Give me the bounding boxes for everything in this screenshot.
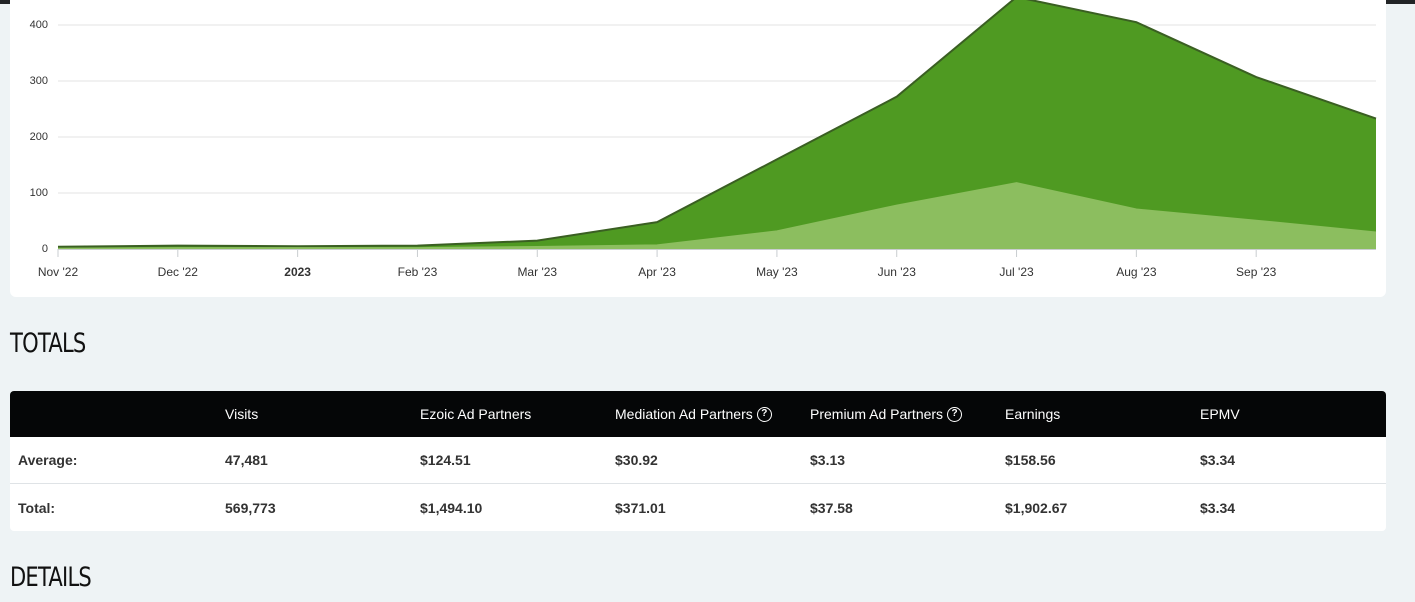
- header-visits-label: Visits: [225, 406, 259, 422]
- cell-ezoic: $1,494.10: [420, 500, 483, 516]
- y-tick-label: 0: [42, 243, 48, 255]
- totals-section-title: TOTALS: [10, 328, 86, 359]
- details-section-title: DETAILS: [10, 562, 92, 593]
- y-tick-label: 200: [30, 131, 48, 143]
- cell-visits: 47,481: [225, 452, 268, 468]
- row-label: Total:: [18, 500, 56, 516]
- cell-premium: $37.58: [810, 500, 853, 516]
- header-premium-label: Premium Ad Partners: [810, 406, 944, 422]
- cell-earnings: $158.56: [1005, 452, 1056, 468]
- x-tick-label: Mar '23: [517, 265, 557, 279]
- x-tick-label: Sep '23: [1236, 265, 1277, 279]
- x-tick-label: Dec '22: [158, 265, 199, 279]
- totals-table: Visits Ezoic Ad Partners Mediation Ad Pa…: [10, 391, 1386, 531]
- cell-ezoic: $124.51: [420, 452, 471, 468]
- header-premium-ad-partners: Premium Ad Partners ?: [810, 391, 963, 437]
- header-earnings-label: Earnings: [1005, 406, 1061, 422]
- header-ezoic-label: Ezoic Ad Partners: [420, 406, 532, 422]
- cell-epmv: $3.34: [1200, 452, 1236, 468]
- header-earnings: Earnings: [1005, 391, 1060, 437]
- x-tick-label: Jun '23: [878, 265, 917, 279]
- question-circle-icon[interactable]: ?: [947, 406, 963, 422]
- y-tick-label: 300: [30, 75, 48, 87]
- x-tick-label: 2023: [284, 265, 311, 279]
- cell-mediation: $371.01: [615, 500, 666, 516]
- x-tick-label: Aug '23: [1116, 265, 1157, 279]
- cell-visits: 569,773: [225, 500, 276, 516]
- earnings-chart-card: 0 100 200 300 400 Nov '22 Dec '22 2023 Feb '23 Ma…: [10, 0, 1386, 297]
- table-header: Visits Ezoic Ad Partners Mediation Ad Pa…: [10, 391, 1386, 437]
- cell-mediation: $30.92: [615, 452, 658, 468]
- table-row-average: Average: 47,481 $124.51 $30.92 $3.13 $15…: [10, 437, 1386, 484]
- table-row-total: Total: 569,773 $1,494.10 $371.01 $37.58 …: [10, 485, 1386, 531]
- header-visits: Visits: [225, 391, 258, 437]
- y-tick-label: 100: [30, 187, 48, 199]
- x-tick-label: Nov '22: [38, 265, 79, 279]
- area-chart: 0 100 200 300 400 Nov '22 Dec '22 2023 Feb '23 Ma…: [30, 0, 1377, 279]
- series-area-0: [58, 0, 1376, 249]
- question-circle-icon[interactable]: ?: [756, 406, 772, 422]
- header-mediation-label: Mediation Ad Partners: [615, 406, 753, 422]
- header-epmv: EPMV: [1200, 391, 1240, 437]
- row-label: Average:: [18, 452, 78, 468]
- cell-epmv: $3.34: [1200, 500, 1236, 516]
- header-mediation-ad-partners: Mediation Ad Partners ?: [615, 391, 772, 437]
- header-epmv-label: EPMV: [1200, 406, 1240, 422]
- x-tick-label: Jul '23: [999, 265, 1034, 279]
- x-tick-label: Feb '23: [398, 265, 438, 279]
- series-area-1: [58, 182, 1376, 249]
- cell-premium: $3.13: [810, 452, 846, 468]
- series-line-1: [57, 182, 1377, 250]
- x-tick-label: May '23: [756, 265, 798, 279]
- x-tick-label: Apr '23: [638, 265, 676, 279]
- series-line-0: [57, 0, 1377, 248]
- header-ezoic-ad-partners: Ezoic Ad Partners: [420, 391, 531, 437]
- cell-earnings: $1,902.67: [1005, 500, 1068, 516]
- y-tick-label: 400: [30, 19, 48, 31]
